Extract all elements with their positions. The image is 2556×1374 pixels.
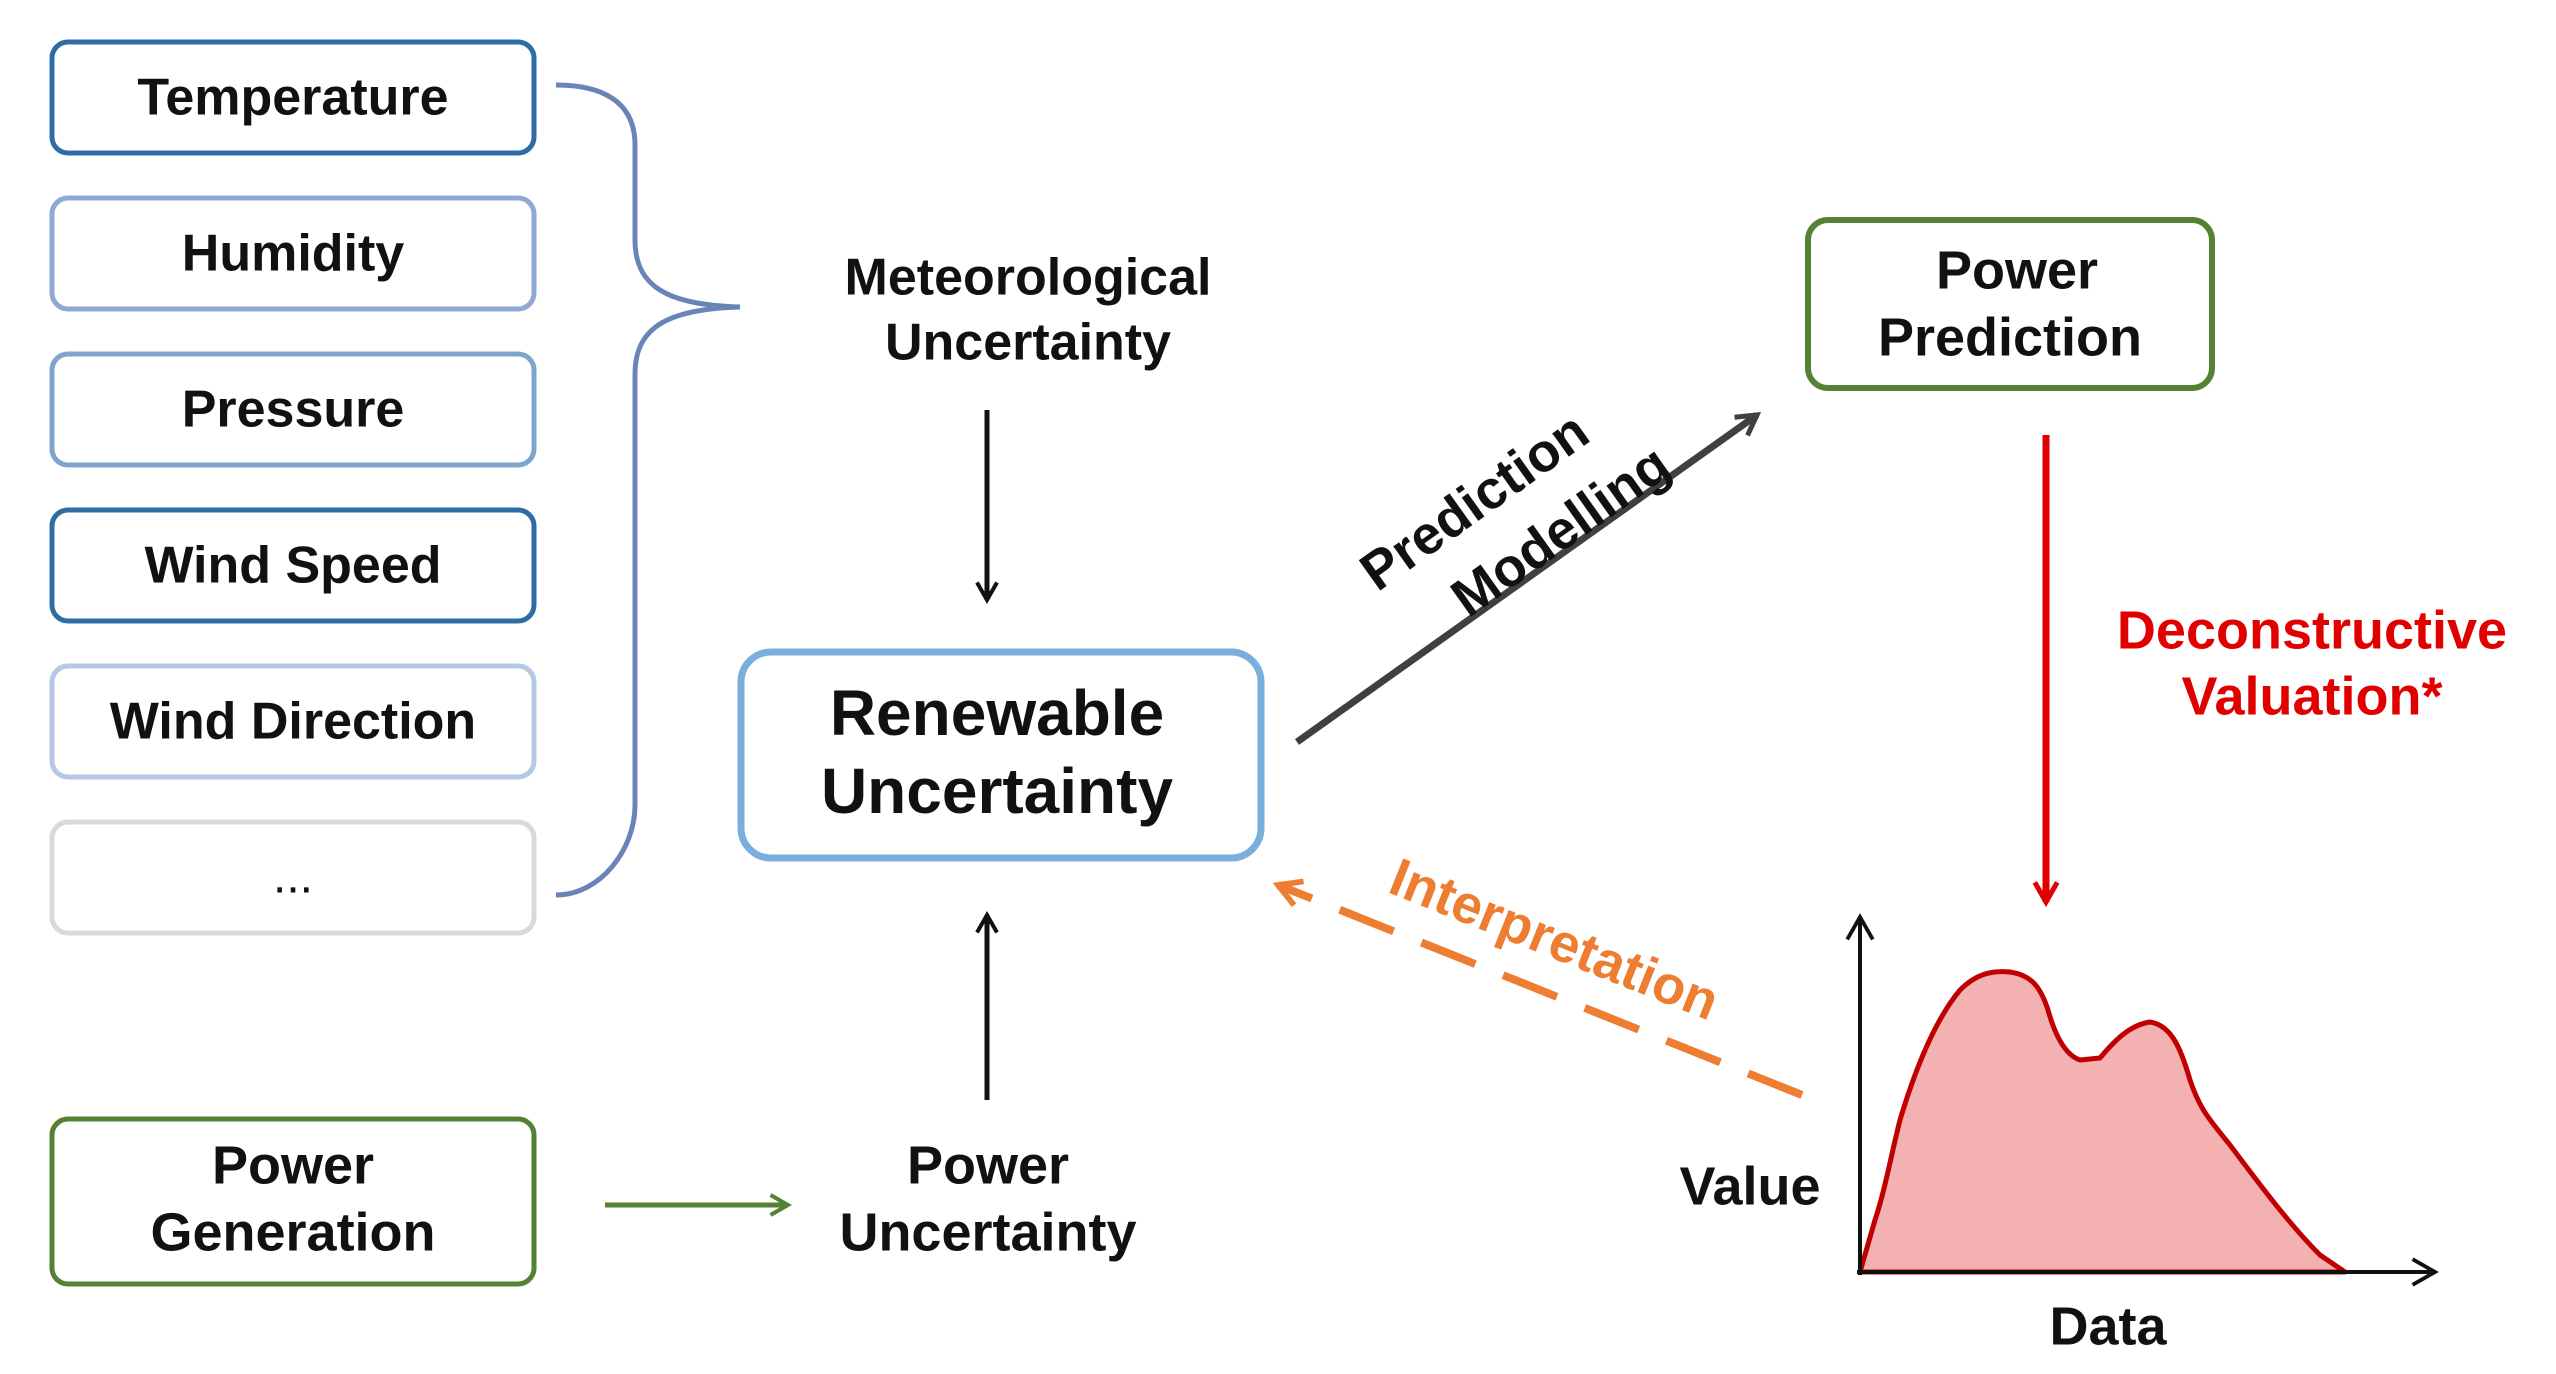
variable-list: Temperature Humidity Pressure Wind Speed… [49, 39, 537, 936]
variable-label-humidity: Humidity [182, 225, 405, 283]
prediction-modelling-arrow [1294, 412, 1762, 745]
power-generation-box [49, 1116, 537, 1287]
variable-box-wind-speed [49, 507, 537, 624]
variable-box-more [49, 819, 537, 936]
variable-pressure: Pressure [49, 351, 537, 468]
power-prediction-line2: Prediction [1878, 307, 2142, 367]
variable-box-humidity [49, 195, 537, 312]
renewable-line1: Renewable [830, 677, 1164, 749]
power-generation-line1: Power [212, 1135, 374, 1195]
prediction-modelling-label: Prediction Modelling [1350, 400, 1681, 628]
interpretation-arrow [1272, 878, 1804, 1099]
power-uncertainty-label: Power Uncertainty [839, 1135, 1136, 1262]
power-prediction-box [1805, 217, 2215, 391]
deconstructive-line1: Deconstructive [2117, 600, 2507, 660]
variable-label-temperature: Temperature [137, 69, 448, 127]
variable-box-temperature [49, 39, 537, 156]
variable-wind-speed: Wind Speed [49, 507, 537, 624]
power-prediction-node: Power Prediction [1805, 217, 2215, 391]
power-generation-line2: Generation [150, 1202, 435, 1262]
meteorological-line1: Meteorological [845, 249, 1212, 307]
variable-humidity: Humidity [49, 195, 537, 312]
renewable-line2: Uncertainty [821, 755, 1174, 827]
variable-box-pressure [49, 351, 537, 468]
plot-y-label: Value [1679, 1156, 1820, 1216]
deconstructive-line2: Valuation* [2181, 666, 2442, 726]
variable-label-wind-speed: Wind Speed [144, 537, 441, 595]
variable-wind-direction: Wind Direction [49, 663, 537, 780]
renewable-uncertainty-box [737, 648, 1265, 862]
meteorological-uncertainty-label: Meteorological Uncertainty [845, 249, 1212, 372]
distribution-curve [1857, 969, 2348, 1275]
renewable-uncertainty-node: Renewable Uncertainty [737, 648, 1265, 862]
variable-brace [555, 82, 741, 898]
variable-more: ... [49, 819, 537, 936]
meteorological-line2: Uncertainty [885, 314, 1171, 372]
variable-label-more: ... [273, 851, 313, 904]
power-uncertainty-line2: Uncertainty [839, 1202, 1136, 1262]
plot-x-label: Data [2049, 1296, 2167, 1356]
variable-temperature: Temperature [49, 39, 537, 156]
variable-label-pressure: Pressure [182, 381, 405, 439]
power-prediction-line1: Power [1936, 240, 2098, 300]
variable-box-wind-direction [49, 663, 537, 780]
interpretation-label: Interpretation [1382, 847, 1727, 1032]
variable-label-wind-direction: Wind Direction [110, 693, 476, 751]
power-uncertainty-line1: Power [907, 1135, 1069, 1195]
deconstructive-valuation-label: Deconstructive Valuation* [2117, 600, 2507, 726]
power-generation-node: Power Generation [49, 1116, 537, 1287]
distribution-plot: Value Data [1679, 913, 2439, 1356]
